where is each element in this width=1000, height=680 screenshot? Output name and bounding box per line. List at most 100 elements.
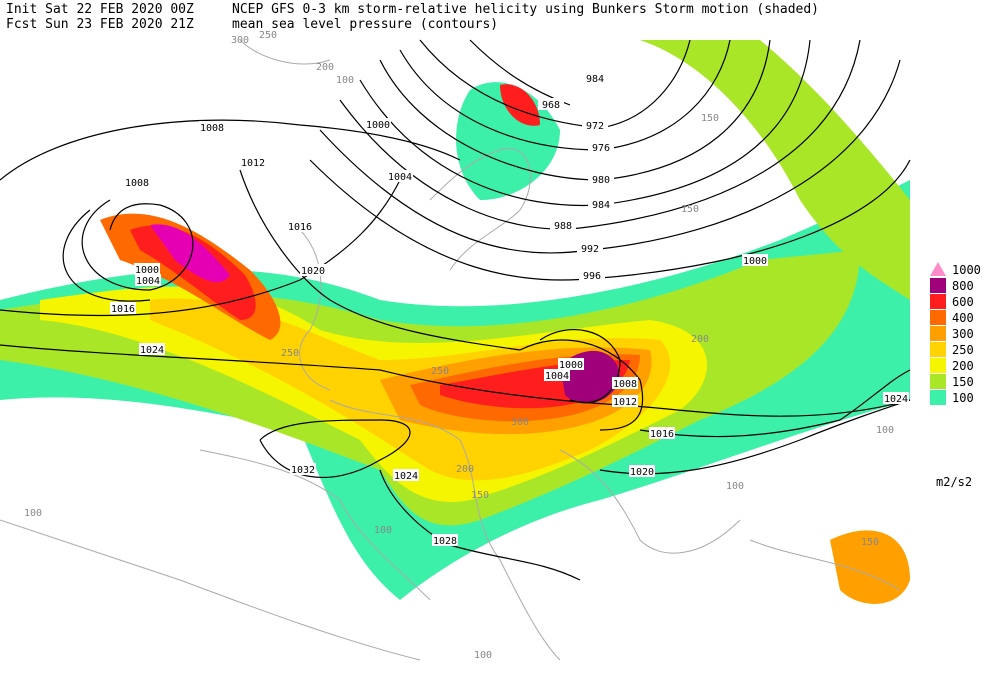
map-background <box>0 35 911 680</box>
shade-label: 200 <box>691 334 709 345</box>
contour-label: 988 <box>554 221 572 232</box>
contour-label-bg <box>588 198 614 210</box>
contour-label: 1008 <box>125 178 149 189</box>
legend-swatch <box>930 358 946 373</box>
contour-label: 1000 <box>135 265 159 276</box>
contour-label-bg <box>199 121 225 133</box>
shade-label: 300 <box>511 417 529 428</box>
shade-label: 100 <box>726 481 744 492</box>
legend-swatch <box>930 374 946 389</box>
contour-label: 1004 <box>136 276 160 287</box>
shade-label: 100 <box>474 650 492 661</box>
legend-label: 1000 <box>952 263 981 277</box>
shade-label: 250 <box>281 348 299 359</box>
contour-label: 1012 <box>613 397 637 408</box>
subtitle: mean sea level pressure (contours) <box>232 17 498 32</box>
contour-label-bg <box>124 176 150 188</box>
contour-label-bg <box>240 156 266 168</box>
contour-label-bg <box>300 264 326 276</box>
shade-label: 100 <box>374 525 392 536</box>
contour-label: 1020 <box>630 467 654 478</box>
map-labels: 1008 100010121008100410161020100010041016… <box>24 30 909 661</box>
contour-label: 1032 <box>291 465 315 476</box>
contour-label: 1028 <box>433 536 457 547</box>
contour-label-bg <box>558 358 584 370</box>
contour-label-bg <box>287 220 313 232</box>
contour-label-bg <box>432 534 458 546</box>
contour-label-bg <box>387 170 413 182</box>
contour-label: 992 <box>581 244 599 255</box>
contour-label: 1008 <box>200 123 224 134</box>
contour-label: 1016 <box>111 304 135 315</box>
contour-label-bg <box>588 141 614 153</box>
contour-label-bg <box>612 395 638 407</box>
contour-label: 1024 <box>140 345 164 356</box>
contour-label-bg <box>139 343 165 355</box>
shade-label: 150 <box>471 490 489 501</box>
contour-label: 980 <box>592 175 610 186</box>
legend-label: 150 <box>952 375 974 389</box>
contour-label: 1000 <box>743 256 767 267</box>
contour-label-bg <box>629 465 655 477</box>
contour-label-bg <box>579 269 605 281</box>
legend-swatch <box>930 262 946 276</box>
contour-label: 1024 <box>394 471 418 482</box>
contour-label: 1000 <box>366 120 390 131</box>
contour-label-bg <box>582 119 608 131</box>
shade-label: 250 <box>259 30 277 41</box>
legend-label: 600 <box>952 295 974 309</box>
contour-label: 1004 <box>545 371 569 382</box>
shade-label: 300 <box>231 35 249 46</box>
contour-label: 1008 <box>613 379 637 390</box>
contour-label-bg <box>135 274 161 286</box>
shade-label: 100 <box>876 425 894 436</box>
contour-label-bg <box>588 173 614 185</box>
contour-label: 1004 <box>388 172 412 183</box>
contour-label-bg <box>110 302 136 314</box>
legend-label: 100 <box>952 391 974 405</box>
contour-label-bg <box>577 242 603 254</box>
legend-swatch <box>930 278 946 293</box>
contour-label-bg <box>393 469 419 481</box>
shade-label: 200 <box>316 62 334 73</box>
contour-label: 1016 <box>288 222 312 233</box>
contour-label-bg <box>742 254 768 266</box>
contour-label: 1012 <box>241 158 265 169</box>
contour-label-bg <box>544 369 570 381</box>
legend: m2/s2 1000 800 600 400 300 250 200 150 100 <box>930 262 981 489</box>
contour-label-bg <box>582 72 608 84</box>
contour-label-bg <box>134 263 160 275</box>
init-time: Init Sat 22 FEB 2020 00Z <box>6 2 194 17</box>
contour-label-bg <box>365 118 391 130</box>
legend-swatch <box>930 326 946 341</box>
contour-label: 1016 <box>650 429 674 440</box>
shade-label: 200 <box>456 464 474 475</box>
contour-label-bg <box>649 427 675 439</box>
contour-label: 984 <box>592 200 610 211</box>
legend-unit: m2/s2 <box>936 475 972 489</box>
contour-label: 968 <box>542 100 560 111</box>
legend-label: 250 <box>952 343 974 357</box>
shade-label: 150 <box>681 204 699 215</box>
contour-label: 1020 <box>301 266 325 277</box>
contour-label-bg <box>612 377 638 389</box>
legend-label: 300 <box>952 327 974 341</box>
contour-label-bg <box>550 219 576 231</box>
header: Init Sat 22 FEB 2020 00Z Fcst Sun 23 FEB… <box>6 2 819 32</box>
contour-label: 996 <box>583 271 601 282</box>
contour-label-bg <box>290 463 316 475</box>
shade-label: 100 <box>336 75 354 86</box>
contour-label-bg <box>883 392 909 404</box>
contour-label: 984 <box>586 74 604 85</box>
legend-swatch <box>930 310 946 325</box>
contour-label: 972 <box>586 121 604 132</box>
legend-label: 200 <box>952 359 974 373</box>
legend-label: 800 <box>952 279 974 293</box>
shade-label: 150 <box>861 537 879 548</box>
contour-label: 1000 <box>559 360 583 371</box>
legend-swatch <box>930 342 946 357</box>
contour-label-bg <box>538 98 564 110</box>
title: NCEP GFS 0-3 km storm-relative helicity … <box>232 2 819 17</box>
